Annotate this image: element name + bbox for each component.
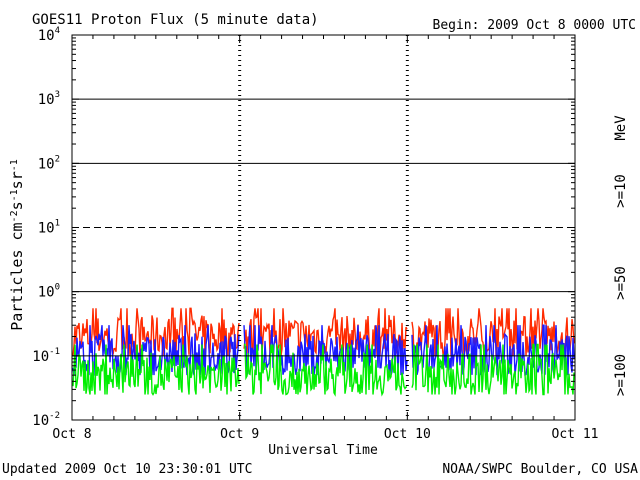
series-line->=50-0 (72, 325, 240, 376)
chart-title: GOES11 Proton Flux (5 minute data) (32, 12, 319, 28)
x-axis-label: Universal Time (268, 443, 378, 458)
series-line->=100-1 (244, 343, 407, 397)
legend-ge100: >=100 (613, 354, 629, 396)
y-tick-label-4: 102 (38, 154, 60, 172)
series-line->=100-0 (72, 344, 240, 396)
x-tick-label-3: Oct 11 (552, 427, 599, 442)
series-layer (72, 307, 575, 397)
y-axis-label: Particles cm-2s-1sr-1 (8, 159, 26, 331)
legend-ge10: >=10 (613, 174, 629, 208)
y-tick-label-2: 100 (38, 283, 60, 301)
y-tick-label-1: 10-1 (32, 347, 60, 365)
y-tick-label-6: 104 (38, 26, 60, 44)
x-tick-label-2: Oct 10 (384, 427, 431, 442)
legend-ge50: >=50 (613, 266, 629, 300)
axis-layer: 10-2 10-1 100 101 102 103 104 Oct 8 Oct 9 Oct 10 O… (32, 26, 598, 442)
grid-layer (72, 35, 575, 420)
y-tick-label-5: 103 (38, 90, 60, 108)
credit-label: NOAA/SWPC Boulder, CO USA (442, 462, 638, 477)
series-line->=50-1 (243, 325, 408, 376)
y-tick-label-0: 10-2 (32, 411, 60, 429)
y-tick-label-3: 101 (38, 219, 60, 237)
begin-time: Begin: 2009 Oct 8 0000 UTC (433, 18, 637, 33)
series-line->=10-0 (72, 307, 240, 357)
series-line->=100-2 (411, 343, 575, 396)
legend-units: MeV (613, 115, 629, 141)
updated-timestamp: Updated 2009 Oct 10 23:30:01 UTC (2, 462, 252, 477)
x-tick-label-0: Oct 8 (52, 427, 91, 442)
x-tick-label-1: Oct 9 (220, 427, 259, 442)
